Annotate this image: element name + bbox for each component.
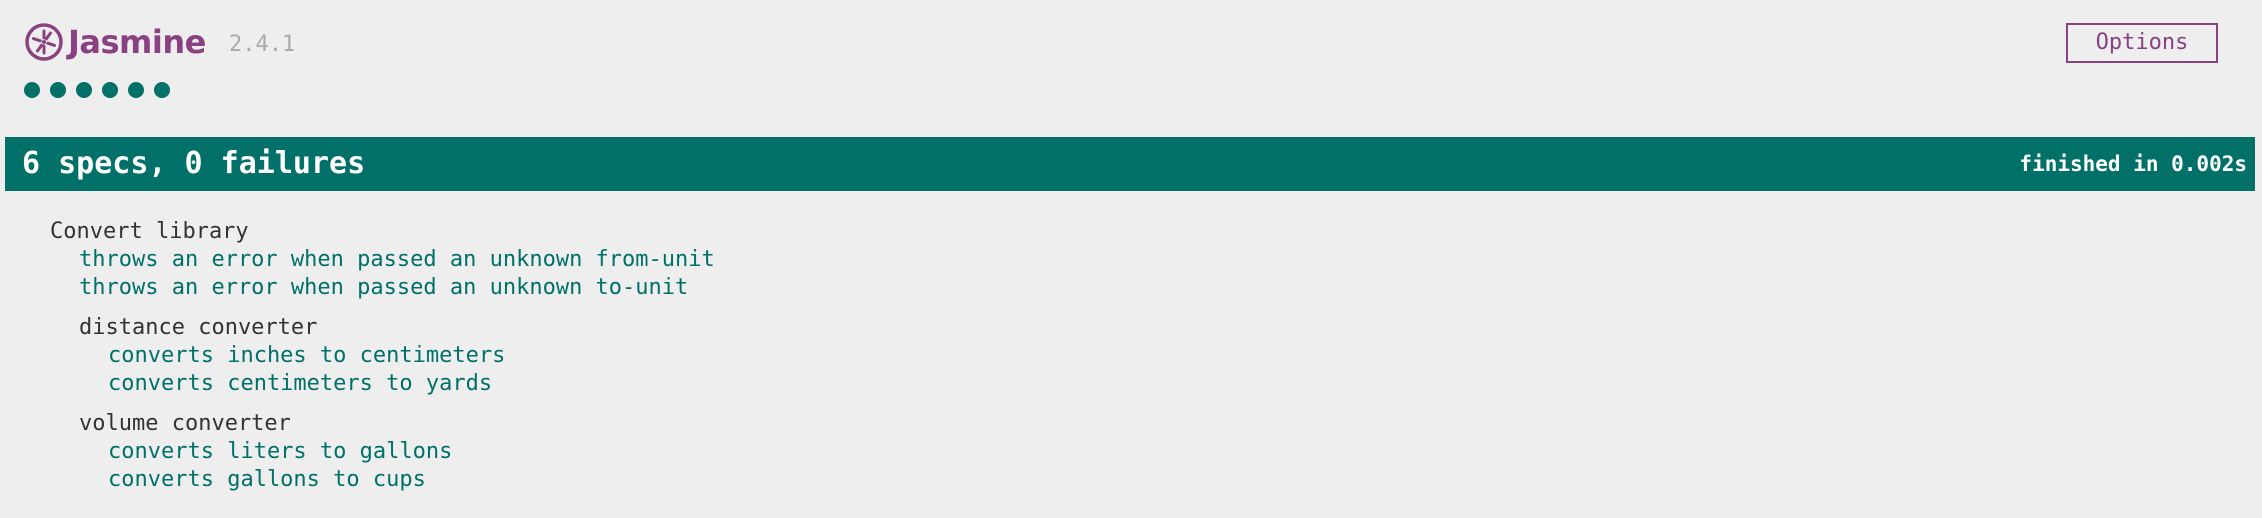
overall-result-bar: 6 specs, 0 failures finished in 0.002s [5,137,2255,191]
suite-volume-converter: volume converter converts liters to gall… [50,410,715,494]
passed-spec-dot[interactable] [24,82,40,98]
passed-spec-dot[interactable] [50,82,66,98]
spec-item[interactable]: throws an error when passed an unknown f… [79,247,715,272]
passed-spec-dot[interactable] [154,82,170,98]
spec-item[interactable]: converts inches to centimeters [108,343,506,368]
spec-item[interactable]: converts gallons to cups [108,467,426,492]
overall-result-text: 6 specs, 0 failures [22,146,366,181]
jasmine-banner: Jasmine 2.4.1 Options [24,18,2220,118]
duration-text: finished in 0.002s [2019,152,2247,176]
version-label: 2.4.1 [229,32,296,57]
spec-results: Convert library throws an error when pas… [50,218,715,494]
spec-item[interactable]: converts liters to gallons [108,439,453,464]
options-button[interactable]: Options [2066,23,2218,63]
spec-item[interactable]: converts centimeters to yards [108,371,493,396]
passed-spec-dot[interactable] [128,82,144,98]
spec-item[interactable]: throws an error when passed an unknown t… [79,275,689,300]
jasmine-logo[interactable]: Jasmine [24,22,206,62]
suite-distance-converter: distance converter converts inches to ce… [50,314,715,398]
suite-title[interactable]: volume converter [79,411,291,436]
suite-convert-library: Convert library throws an error when pas… [50,218,715,494]
jasmine-flower-icon [24,22,64,62]
suite-title[interactable]: Convert library [50,219,249,244]
symbol-summary [24,82,170,98]
logo-text: Jasmine [68,23,206,61]
passed-spec-dot[interactable] [76,82,92,98]
passed-spec-dot[interactable] [102,82,118,98]
suite-title[interactable]: distance converter [79,315,318,340]
